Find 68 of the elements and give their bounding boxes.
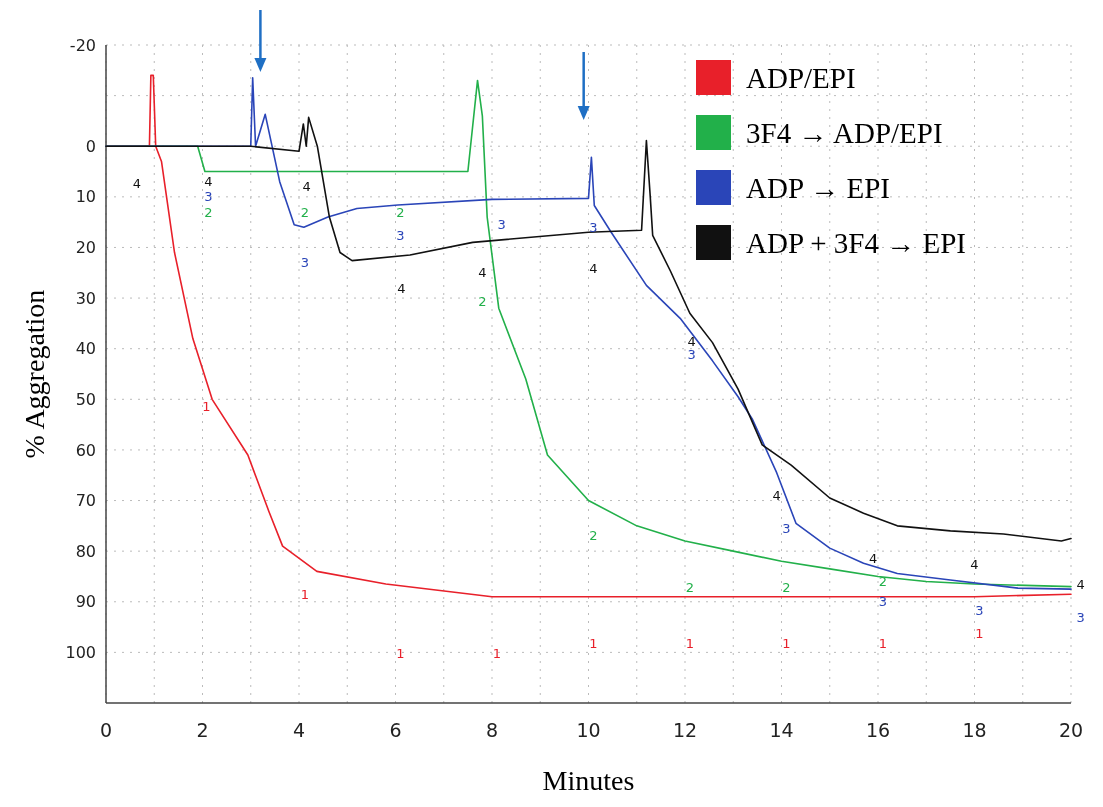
annotation: 1	[396, 646, 405, 662]
x-tick-label: 4	[292, 719, 306, 741]
annotation: 4	[772, 488, 781, 504]
x-tick-label: 6	[389, 719, 402, 741]
x-tick-label: 8	[485, 719, 499, 741]
annotation: 2	[300, 205, 309, 221]
annotation: 3	[589, 219, 598, 235]
annotation: 4	[302, 179, 311, 195]
annotation: 2	[478, 294, 487, 310]
annotation: 1	[878, 636, 887, 652]
annotation: 4	[478, 264, 487, 280]
text: 4	[1076, 577, 1085, 593]
annotation: 1	[300, 586, 309, 602]
x-tick-label: 20	[1058, 719, 1084, 741]
y-tick-label: 90	[75, 592, 96, 612]
annotation: 4	[970, 557, 979, 573]
annotation: 2	[396, 205, 405, 221]
annotation: 1	[685, 636, 694, 652]
annotation: 2	[878, 573, 887, 589]
y-tick-label: -20	[69, 35, 96, 55]
annotation: 2	[204, 205, 213, 221]
annotation: 4	[132, 175, 142, 191]
annotation: 1	[492, 646, 501, 662]
x-tick-label: 14	[769, 719, 794, 741]
x-tick-label: 2	[196, 719, 209, 741]
y-tick-label: 50	[75, 389, 96, 409]
y-tick-label: 10	[75, 187, 96, 207]
line-series	[105, 116, 1072, 542]
annotation: 1	[782, 636, 791, 652]
annotation: 4	[687, 333, 696, 349]
y-tick-label: 80	[75, 541, 96, 561]
annotation: 1	[589, 636, 598, 652]
annotation: 3	[396, 228, 405, 244]
annotation: 3	[300, 254, 309, 270]
x-axis-title: Minutes	[542, 765, 635, 796]
annotation: 4	[589, 261, 598, 277]
annotation: 3	[782, 521, 791, 537]
legend-label: ADP → EPI	[746, 172, 890, 205]
legend-label: ADP/EPI	[746, 62, 856, 95]
x-tick-label: 18	[962, 719, 987, 741]
annotation: 3	[878, 593, 887, 609]
legend-label: ADP + 3F4 → EPI	[746, 227, 966, 260]
annotation: 4	[869, 550, 878, 566]
y-tick-label: 40	[75, 339, 96, 359]
annotation: 3	[687, 346, 696, 362]
annotation: 3	[497, 216, 506, 232]
annotation: 4	[204, 173, 213, 189]
y-axis-title: % Aggregation	[19, 289, 50, 459]
y-tick-label: 20	[75, 238, 96, 258]
x-tick-label: 0	[99, 719, 113, 741]
annotation: 2	[685, 580, 694, 596]
y-tick-label: 100	[65, 642, 96, 662]
annotation: 1	[202, 399, 211, 415]
legend-label: 3F4 → ADP/EPI	[746, 117, 943, 150]
annotation: 1	[975, 626, 984, 642]
x-tick-label: 12	[672, 719, 698, 741]
x-tick-label: 10	[576, 719, 601, 741]
y-tick-label: 0	[85, 136, 96, 156]
annotation: 3	[204, 188, 213, 204]
y-tick-label: 30	[75, 288, 96, 308]
text: 3	[1076, 610, 1085, 626]
y-tick-label: 70	[75, 491, 96, 511]
annotation: 2	[589, 527, 598, 543]
annotation: 4	[397, 281, 406, 297]
annotation: 2	[782, 580, 791, 596]
annotation: 3	[975, 603, 984, 619]
x-tick-label: 16	[865, 719, 891, 741]
y-tick-label: 60	[75, 440, 96, 460]
